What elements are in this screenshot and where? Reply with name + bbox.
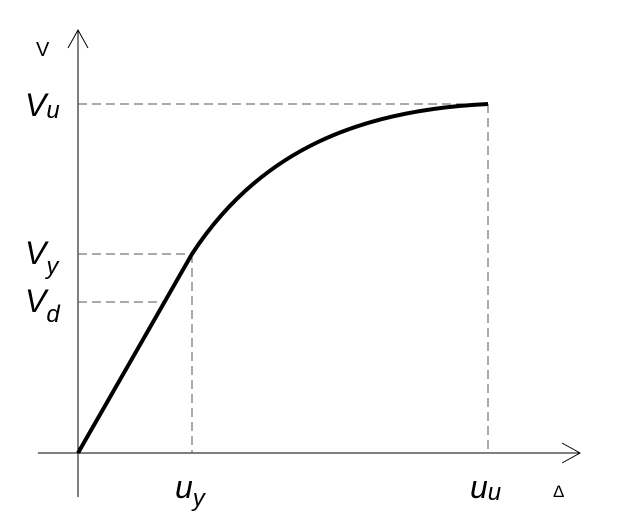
label-vd: Vd <box>25 283 60 328</box>
y-axis-label: V <box>36 39 50 61</box>
x-axis-arrow <box>561 442 582 464</box>
label-vy: Vy <box>25 235 60 280</box>
y-axis-arrow <box>67 28 89 49</box>
label-vu: Vu <box>25 87 60 124</box>
capacity-curve <box>76 102 489 454</box>
x-axis-label: Δ <box>553 482 564 501</box>
label-uy: uy <box>175 469 207 512</box>
label-uu: uu <box>470 469 501 506</box>
